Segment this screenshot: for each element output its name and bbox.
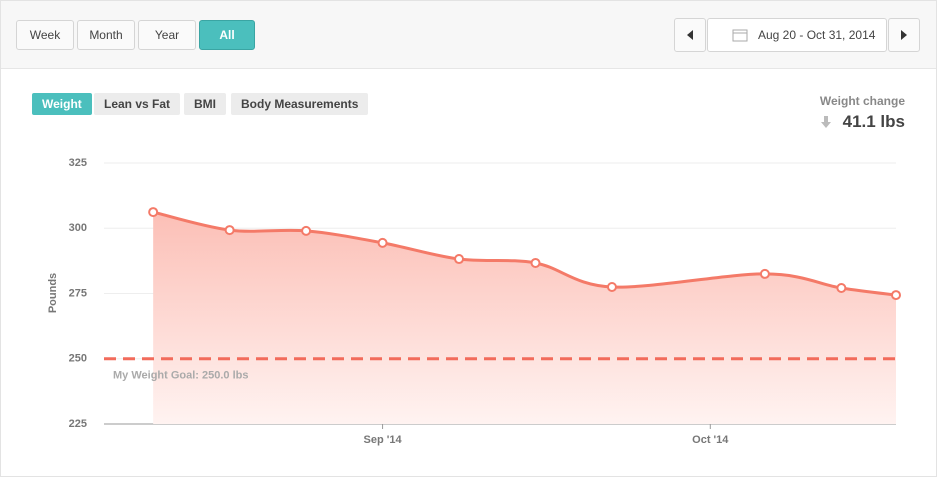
y-tick-label: 300 [69,222,87,234]
marker [301,225,312,236]
range-button[interactable]: Week [16,20,74,50]
date-range[interactable]: Aug 20 - Oct 31, 2014 [707,18,887,52]
marker [891,290,901,301]
marker [148,207,159,218]
summary-label: Weight change [819,94,905,108]
tab[interactable]: Lean vs Fat [94,93,181,115]
toolbar: Week Month Year All Aug 20 - Oct 31, 201… [1,1,936,69]
prev-icon [687,30,693,40]
line [152,210,897,297]
range-button[interactable]: Month [77,20,135,50]
down-arrow [821,116,831,128]
marker [530,257,541,268]
marker [606,281,617,292]
tab[interactable]: BMI [184,93,226,115]
range-button[interactable]: All [199,20,255,50]
y-tick-label: 275 [69,287,87,299]
tab[interactable]: Body Measurements [231,93,369,115]
marker [377,237,388,248]
y-tick-label: 325 [69,157,87,169]
goal-label: My Weight Goal: 250.0 lbs [113,370,249,382]
marker [836,283,847,294]
chart: Pounds 225 250 275 300 325 Sep '14 Oct '14 My W… [47,157,901,446]
range-button[interactable]: Year [138,20,196,50]
summary-value: 41.1 lbs [842,112,905,131]
prev-button[interactable] [674,18,706,52]
y-tick-label: 225 [69,418,87,430]
y-tick-label: 250 [69,353,87,365]
area [153,212,896,424]
x-tick-label: Oct '14 [692,434,729,446]
next-icon [901,30,907,40]
tab[interactable]: Weight [32,93,92,115]
date-range-text: Aug 20 - Oct 31, 2014 [758,28,876,42]
marker [224,225,235,236]
x-tick-label: Sep '14 [364,434,403,446]
calendar-icon [732,29,748,42]
y-axis-label: Pounds [47,273,59,313]
marker [759,268,770,279]
next-button[interactable] [888,18,920,52]
marker [454,254,465,265]
